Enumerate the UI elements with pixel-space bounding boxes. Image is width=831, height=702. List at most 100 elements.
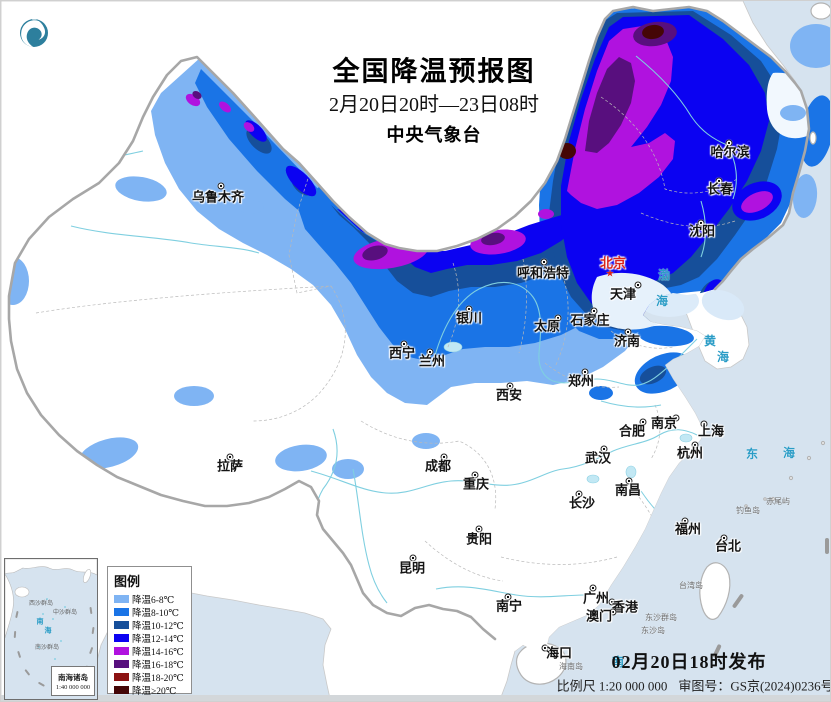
city-marker: [608, 598, 616, 606]
city-label-海口: 海口: [545, 645, 573, 661]
city-label-哈尔滨: 哈尔滨: [710, 144, 750, 160]
sea-label-渤海: 渤: [657, 268, 671, 282]
city-label-香港: 香港: [611, 599, 639, 615]
city-label-长沙: 长沙: [568, 495, 596, 511]
inset-label: 南沙群岛: [34, 645, 60, 651]
sea-label-渤海: 海: [655, 294, 669, 308]
legend-swatch: [114, 685, 129, 694]
city-marker: [465, 305, 473, 313]
city-marker: [540, 258, 548, 266]
city-label-呼和浩特: 呼和浩特: [516, 265, 570, 281]
legend-label: 降温10-12℃: [132, 621, 184, 632]
inset-caption-scale: 1:40 000 000: [55, 683, 91, 691]
sea-label-东海: 海: [782, 446, 796, 460]
island-label: 海南岛: [559, 662, 583, 671]
city-label-福州: 福州: [674, 521, 702, 537]
city-label-西安: 西安: [495, 387, 523, 403]
legend-item: 降温8-10℃: [114, 605, 191, 619]
city-marker: [715, 177, 723, 185]
city-marker: [639, 418, 647, 426]
legend-label: 降温8-10℃: [132, 608, 180, 619]
city-label-兰州: 兰州: [418, 353, 446, 369]
legend-swatch: [114, 594, 129, 603]
city-marker: [725, 139, 733, 147]
legend-box: 图例 降温6-8℃ 降温8-10℃ 降温10-12℃ 降温12-14℃ 降温14-16℃…: [107, 566, 192, 697]
city-label-沈阳: 沈阳: [688, 223, 716, 239]
city-label-澳门: 澳门: [585, 608, 613, 624]
cma-logo: [20, 14, 48, 47]
legend-item: 降温≥20℃: [114, 683, 191, 697]
city-marker: [609, 608, 617, 616]
city-label-合肥: 合肥: [618, 423, 646, 439]
china-border: [7, 5, 811, 641]
legend-label: 降温16-18℃: [132, 660, 184, 671]
city-label-北京: 北京: [599, 255, 627, 271]
legend-swatch: [114, 672, 129, 681]
sea-label-黄海: 海: [716, 350, 730, 364]
capital-marker: ★: [605, 268, 615, 280]
city-label-南宁: 南宁: [495, 598, 523, 614]
legend-label: 降温6-8℃: [132, 595, 175, 606]
city-marker: [681, 517, 689, 525]
province-borders: [35, 96, 738, 582]
inset-label: 西沙群岛: [28, 601, 54, 607]
sea-label-南海: 南: [611, 655, 625, 669]
city-label-乌鲁木齐: 乌鲁木齐: [191, 189, 245, 205]
legend-label: 降温≥20℃: [132, 686, 177, 697]
city-label-广州: 广州: [582, 590, 610, 606]
legend-swatch: [114, 659, 129, 668]
legend-item: 降温18-20℃: [114, 670, 191, 684]
city-marker: [590, 307, 598, 315]
inset-caption: 南海诸岛 1:40 000 000: [51, 666, 95, 696]
city-marker: [581, 368, 589, 376]
city-label-太原: 太原: [533, 318, 561, 334]
city-label-银川: 银川: [455, 310, 483, 326]
city-marker: [720, 534, 728, 542]
city-label-石家庄: 石家庄: [570, 312, 610, 328]
legend-label: 降温12-14℃: [132, 634, 184, 645]
inset-label: 海: [44, 626, 52, 635]
city-label-天津: 天津: [609, 286, 637, 302]
city-label-西宁: 西宁: [388, 345, 416, 361]
legend-item: 降温6-8℃: [114, 592, 191, 606]
approval-number: 审图号：GS京(2024)0236号: [678, 678, 831, 694]
city-label-重庆: 重庆: [462, 476, 490, 492]
publish-time: 02月20日18时发布: [611, 652, 767, 672]
city-label-台北: 台北: [714, 538, 742, 554]
city-marker: [400, 340, 408, 348]
city-marker: [506, 382, 514, 390]
island-label: 赤尾屿: [766, 497, 790, 506]
city-label-昆明: 昆明: [398, 560, 426, 576]
city-marker: [409, 554, 417, 562]
city-marker: [589, 584, 597, 592]
islands: [515, 2, 830, 685]
taiwan-island: [699, 562, 731, 620]
legend-swatch: [114, 646, 129, 655]
city-marker: [426, 348, 434, 356]
legend-swatch: [114, 620, 129, 629]
city-marker: [672, 414, 680, 422]
city-marker: [217, 182, 225, 190]
island-label: 钓鱼岛: [736, 506, 760, 515]
city-label-拉萨: 拉萨: [216, 458, 244, 474]
map-period: 2月20日20时—23日08时: [329, 94, 539, 116]
city-label-武汉: 武汉: [584, 450, 612, 466]
city-label-郑州: 郑州: [567, 373, 595, 389]
inset-label: 中沙群岛: [52, 610, 78, 616]
city-label-杭州: 杭州: [676, 445, 704, 461]
city-label-长春: 长春: [706, 181, 734, 197]
city-marker: [624, 328, 632, 336]
city-marker: [575, 490, 583, 498]
city-marker: [625, 477, 633, 485]
city-label-上海: 上海: [697, 423, 725, 439]
legend-label: 降温14-16℃: [132, 647, 184, 658]
legend-rows: 降温6-8℃ 降温8-10℃ 降温10-12℃ 降温12-14℃ 降温14-16℃ 降温1…: [114, 592, 191, 697]
city-label-南京: 南京: [650, 415, 678, 431]
map-title: 全国降温预报图: [332, 56, 536, 87]
legend-swatch: [114, 633, 129, 642]
bottom-strip: [1, 695, 830, 701]
sea-label-东海: 东: [745, 447, 759, 461]
legend-item: 降温16-18℃: [114, 657, 191, 671]
